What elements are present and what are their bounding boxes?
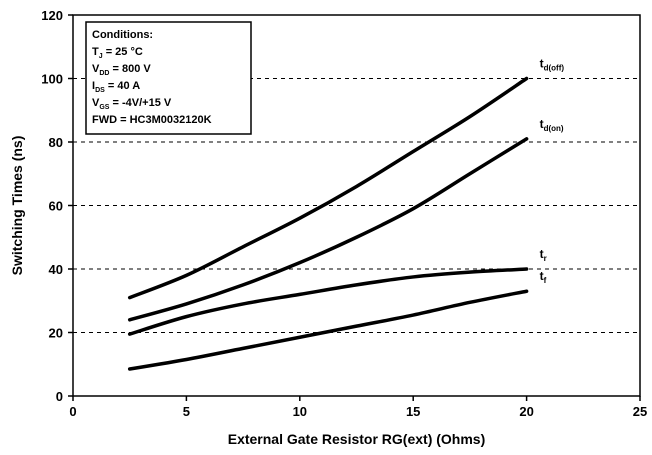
- conditions-lines: TJ = 25 °C VDD = 800 V IDS = 40 A VGS = -4V…: [92, 46, 212, 126]
- condition-line-5: FWD = HC3M0032120K: [92, 114, 212, 126]
- y-tick-label-0: 0: [56, 389, 63, 404]
- x-tick-label-25: 25: [633, 404, 647, 419]
- axis-ticks: 0 20 40 60 80 100 120 0 5 10 15 20 25: [41, 8, 647, 419]
- x-tick-label-5: 5: [183, 404, 190, 419]
- series-label-t-doff: td(off): [540, 57, 565, 73]
- conditions-frame: [85, 21, 252, 135]
- x-tick-label-15: 15: [406, 404, 420, 419]
- x-axis-title: External Gate Resistor RG(ext) (Ohms): [228, 431, 486, 447]
- condition-line-3: IDS = 40 A: [92, 80, 140, 94]
- condition-line-1: TJ = 25 °C: [92, 46, 143, 60]
- y-tick-label-20: 20: [49, 326, 63, 341]
- y-tick-label-60: 60: [49, 199, 63, 214]
- series-lines: [127, 76, 529, 371]
- condition-line-4: VGS = -4V/+15 V: [92, 97, 172, 111]
- y-tick-label-120: 120: [41, 8, 63, 23]
- series-label-t-r: tr: [540, 247, 547, 263]
- series-line-t-r: [127, 267, 529, 336]
- series-label-t-don: td(on): [540, 117, 564, 133]
- x-tick-label-0: 0: [69, 404, 76, 419]
- series-line-t-f: [127, 289, 529, 371]
- grid-lines: [73, 78, 640, 333]
- y-tick-label-100: 100: [41, 72, 63, 87]
- series-line-t-doff: [127, 76, 529, 300]
- x-tick-label-20: 20: [519, 404, 533, 419]
- y-tick-label-40: 40: [49, 262, 63, 277]
- y-tick-label-80: 80: [49, 135, 63, 150]
- series-labels: td(off) td(on) tr tf: [540, 57, 565, 286]
- condition-line-2: VDD = 800 V: [92, 63, 151, 77]
- series-label-t-f: tf: [540, 269, 547, 285]
- x-tick-label-10: 10: [293, 404, 307, 419]
- series-line-t-don: [127, 137, 529, 322]
- conditions-title: Conditions:: [92, 29, 153, 41]
- y-axis-title: Switching Times (ns): [9, 136, 25, 276]
- conditions-box: Conditions: TJ = 25 °C VDD = 800 V IDS = 4…: [85, 21, 252, 135]
